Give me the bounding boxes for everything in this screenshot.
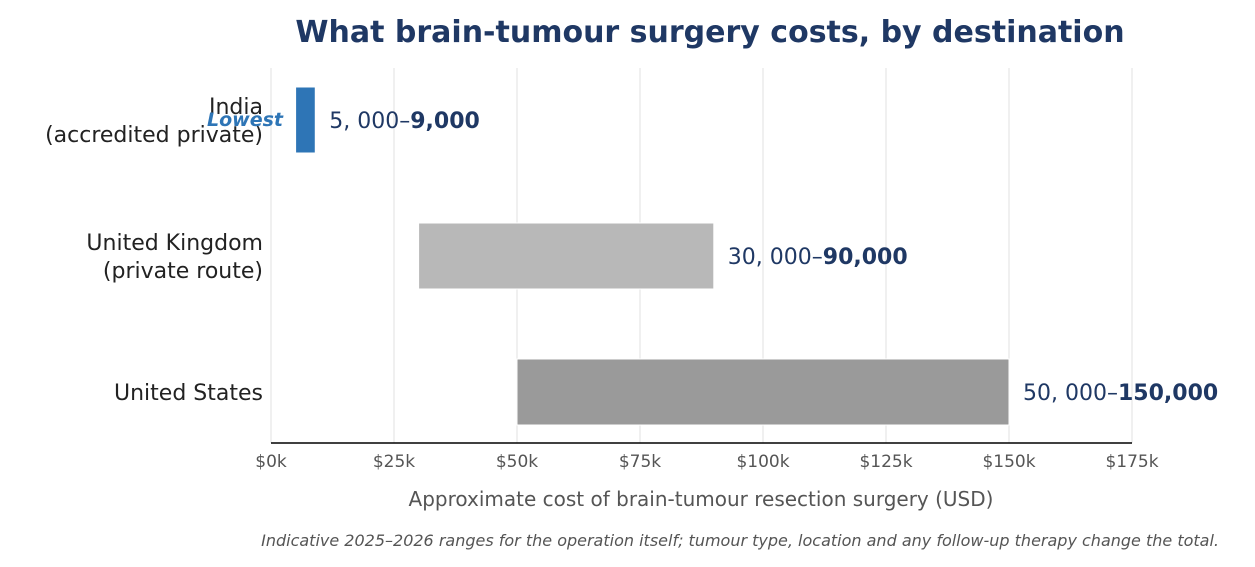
x-tick-label: $100k — [736, 452, 789, 472]
x-axis-label: Approximate cost of brain-tumour resecti… — [409, 487, 994, 511]
x-ticks: $0k $25k $50k $75k $100k $125k $150k $175k — [255, 452, 1158, 472]
x-tick-label: $0k — [255, 452, 287, 472]
bar — [295, 86, 316, 154]
bar — [418, 222, 715, 290]
value-label: 5, 000–9,000 — [329, 109, 480, 134]
category-label: (private route) — [103, 259, 263, 284]
category-label: United Kingdom — [86, 231, 263, 256]
value-label: 30, 000–90,000 — [728, 245, 908, 270]
bars: India (accredited private) 5, 000–9,000 Low… — [45, 86, 1218, 426]
value-label-low: 50, 000– — [1023, 381, 1118, 406]
value-label-high: 150,000 — [1118, 381, 1218, 406]
category-label: United States — [114, 381, 263, 406]
lowest-badge: Lowest — [207, 109, 284, 131]
bar — [516, 358, 1010, 426]
value-label-high: 9,000 — [410, 109, 480, 134]
x-tick-label: $75k — [619, 452, 661, 472]
value-label-low: 30, 000– — [728, 245, 823, 270]
value-label: 50, 000–150,000 — [1023, 381, 1218, 406]
x-tick-label: $125k — [859, 452, 912, 472]
footnote: Indicative 2025–2026 ranges for the oper… — [261, 531, 1219, 550]
x-tick-label: $25k — [373, 452, 415, 472]
x-tick-label: $175k — [1105, 452, 1158, 472]
category-label: (accredited private) — [45, 123, 263, 148]
x-tick-label: $50k — [496, 452, 538, 472]
category-label: India — [209, 95, 263, 120]
x-tick-label: $150k — [982, 452, 1035, 472]
value-label-low: 5, 000– — [329, 109, 410, 134]
value-label-high: 90,000 — [823, 245, 908, 270]
chart-title: What brain-tumour surgery costs, by dest… — [295, 15, 1124, 50]
